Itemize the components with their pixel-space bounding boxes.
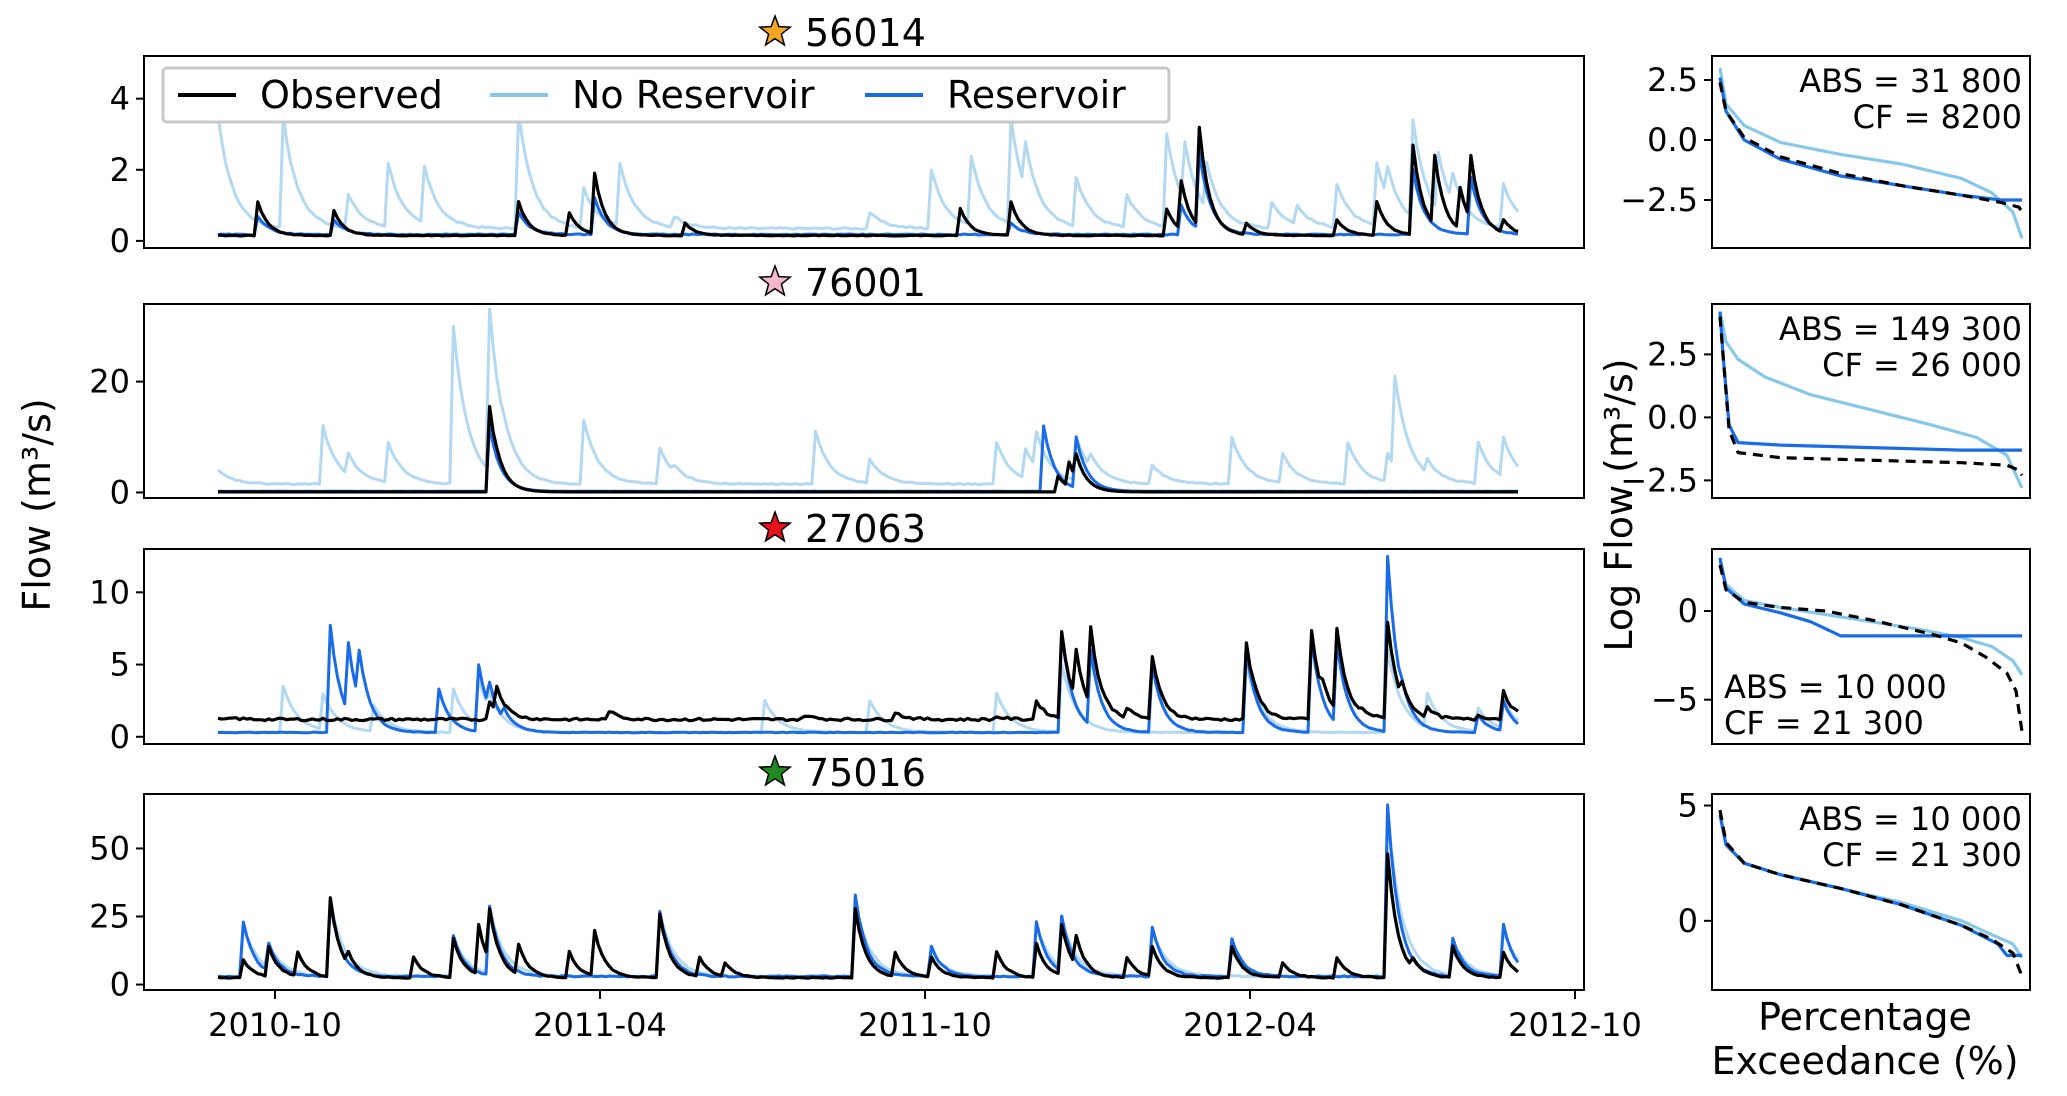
x-tick-label: 2011-04 bbox=[533, 1006, 667, 1044]
fdc-y-tick-label: 0 bbox=[1678, 902, 1698, 940]
fdc-y-tick-label: −5 bbox=[1651, 681, 1698, 719]
station-title: 27063 bbox=[805, 507, 926, 551]
station-title: 76001 bbox=[805, 261, 926, 305]
fdc-observed-line bbox=[1718, 564, 2024, 732]
annotation-abs: ABS = 149 300 bbox=[1779, 310, 2022, 348]
annotation-cf: CF = 21 300 bbox=[1724, 704, 1924, 742]
annotation-cf: CF = 26 000 bbox=[1822, 346, 2022, 384]
fdc-frame bbox=[1711, 303, 2031, 499]
fdc-observed-line bbox=[1718, 316, 2024, 477]
y-tick-label: 0 bbox=[110, 473, 130, 511]
series-observed-line bbox=[217, 125, 1519, 238]
y-tick-label: 0 bbox=[110, 966, 130, 1004]
station-star-icon bbox=[757, 509, 793, 543]
fdc-no-reservoir-line bbox=[1718, 311, 2024, 489]
legend-label: No Reservoir bbox=[572, 73, 815, 117]
y-tick-label: 5 bbox=[110, 646, 130, 684]
fdc-no-reservoir-line bbox=[1718, 560, 2024, 676]
y-tick-label: 25 bbox=[89, 898, 130, 936]
annotation-abs: ABS = 31 800 bbox=[1799, 62, 2022, 100]
legend-label: Observed bbox=[260, 73, 443, 117]
fdc-observed-line bbox=[1718, 82, 2024, 213]
series-no-reservoir-line bbox=[217, 307, 1520, 487]
y-axis-label-left: Flow (m³/s) bbox=[15, 398, 59, 611]
y-tick-label: 0 bbox=[110, 718, 130, 756]
fdc-reservoir-line bbox=[1718, 311, 2022, 452]
legend: Observed No Reservoir Reservoir bbox=[161, 66, 1171, 124]
series-observed-line bbox=[217, 620, 1519, 723]
fdc-y-tick-label: 5 bbox=[1678, 787, 1698, 825]
series-reservoir-line bbox=[218, 803, 1520, 979]
fdc-y-tick-label: 0.0 bbox=[1647, 121, 1698, 159]
fdc-frame bbox=[1711, 793, 2031, 991]
fdc-y-tick-label: 0.0 bbox=[1647, 398, 1698, 436]
x-tick-label: 2012-10 bbox=[1508, 1006, 1642, 1044]
plot-frame bbox=[143, 303, 1585, 499]
x-axis-label-right-line1: Percentage bbox=[1758, 995, 1972, 1039]
fdc-y-tick-label: 0 bbox=[1678, 592, 1698, 630]
station-star-icon bbox=[757, 263, 793, 297]
x-axis-label-right-line2: Exceedance (%) bbox=[1711, 1039, 2018, 1083]
legend-label: Reservoir bbox=[947, 73, 1126, 117]
y-tick-label: 10 bbox=[89, 573, 130, 611]
fdc-y-tick-label: 2.5 bbox=[1647, 61, 1698, 99]
annotation-cf: CF = 21 300 bbox=[1822, 836, 2022, 874]
plot-frame bbox=[143, 548, 1585, 745]
station-title: 75016 bbox=[805, 751, 926, 795]
annotation-cf: CF = 8200 bbox=[1853, 98, 2022, 136]
y-tick-label: 50 bbox=[89, 829, 130, 867]
plot-frame bbox=[143, 55, 1585, 249]
x-tick-label: 2012-04 bbox=[1183, 1006, 1317, 1044]
y-tick-label: 2 bbox=[110, 151, 130, 189]
x-tick-label: 2010-10 bbox=[208, 1006, 342, 1044]
fdc-reservoir-line bbox=[1718, 557, 2022, 638]
annotation-abs: ABS = 10 000 bbox=[1799, 800, 2022, 838]
y-tick-label: 20 bbox=[89, 363, 130, 401]
station-star-icon bbox=[757, 13, 793, 47]
series-reservoir-line bbox=[217, 555, 1520, 735]
y-axis-label-right: Log Flow (m³/s) bbox=[1597, 358, 1641, 651]
fdc-observed-line bbox=[1718, 809, 2024, 977]
fdc-y-tick-label: −2.5 bbox=[1620, 461, 1698, 499]
fdc-y-tick-label: −2.5 bbox=[1620, 181, 1698, 219]
station-star-icon bbox=[757, 753, 793, 787]
annotation-abs: ABS = 10 000 bbox=[1724, 668, 1947, 706]
fdc-y-tick-label: 2.5 bbox=[1647, 335, 1698, 373]
y-tick-label: 4 bbox=[110, 80, 130, 118]
plot-frame bbox=[143, 793, 1585, 991]
series-observed-line bbox=[218, 404, 1518, 494]
series-no-reservoir-line bbox=[216, 112, 1520, 231]
fdc-frame bbox=[1711, 55, 2031, 249]
y-tick-label: 0 bbox=[110, 222, 130, 260]
series-observed-line bbox=[217, 852, 1520, 980]
station-title: 56014 bbox=[805, 11, 926, 55]
x-tick-label: 2011-10 bbox=[858, 1006, 992, 1044]
fdc-frame bbox=[1711, 548, 2031, 745]
legend-box bbox=[161, 66, 1171, 124]
